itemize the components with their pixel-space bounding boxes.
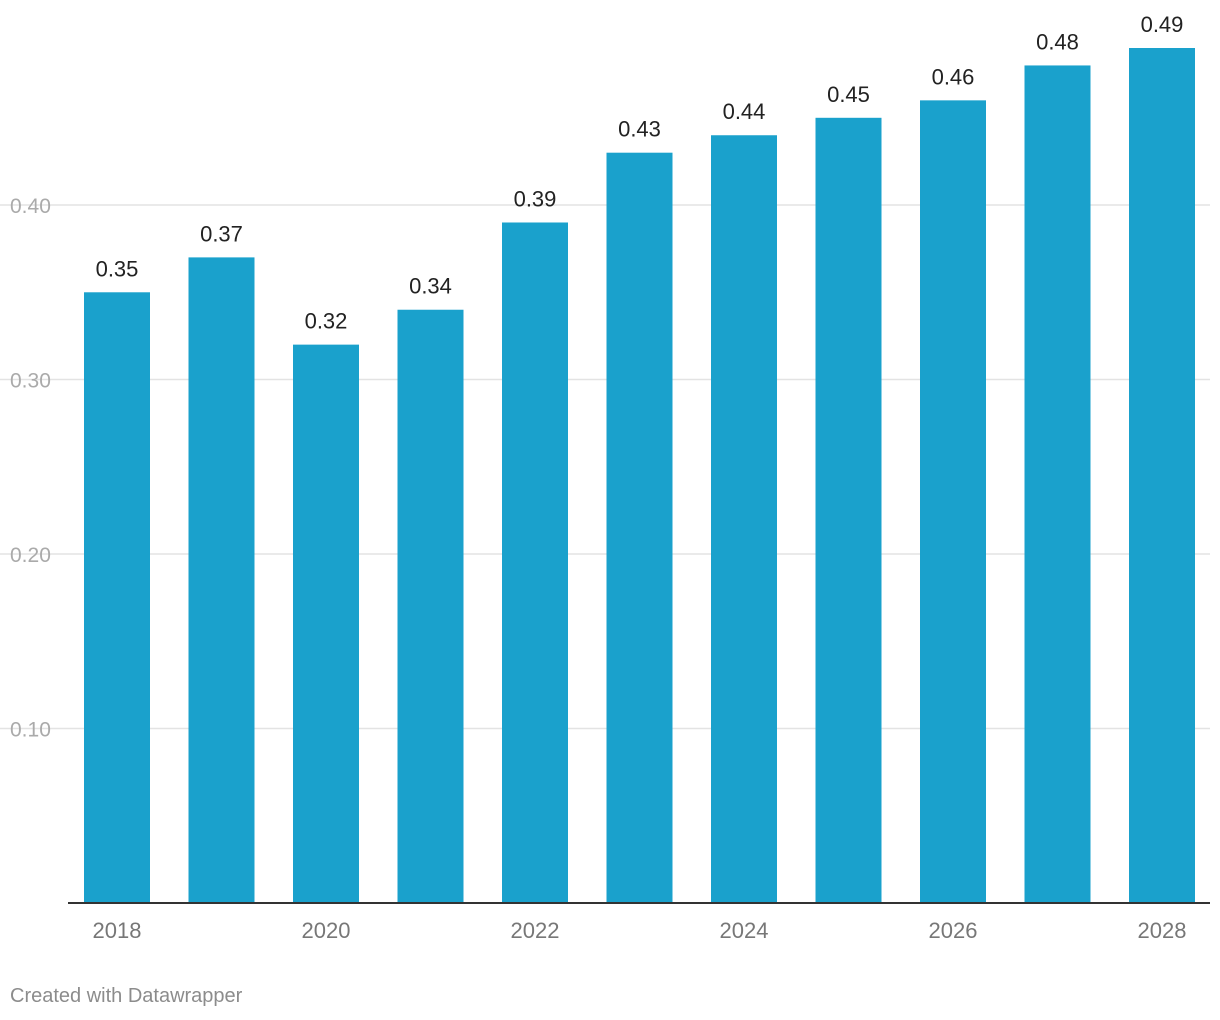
value-label: 0.37: [200, 221, 243, 246]
value-label: 0.49: [1141, 12, 1184, 37]
x-tick-label: 2020: [302, 918, 351, 943]
value-label: 0.44: [723, 99, 766, 124]
value-label: 0.45: [827, 82, 870, 107]
x-axis-tick-labels: 2018 2020 2022 2024 2026 2028: [93, 918, 1187, 943]
x-tick-label: 2018: [93, 918, 142, 943]
value-label: 0.35: [96, 256, 139, 281]
bar: [711, 135, 777, 904]
bar: [1024, 65, 1091, 904]
y-tick-label: 0.20: [10, 544, 51, 567]
x-tick-label: 2024: [720, 918, 769, 943]
bar: [1129, 48, 1195, 903]
credit-text: Created with Datawrapper: [10, 985, 243, 1007]
bar: [502, 222, 568, 903]
bar: [606, 152, 673, 904]
bar: [815, 117, 882, 904]
x-tick-label: 2022: [511, 918, 560, 943]
bars: [84, 48, 1195, 904]
value-label: 0.43: [618, 117, 661, 142]
y-tick-label: 0.10: [10, 719, 51, 742]
value-labels: 0.35 0.37 0.32 0.34 0.39 0.43 0.44 0.45 0.46 0.48…: [96, 12, 1184, 334]
x-tick-label: 2028: [1138, 918, 1187, 943]
value-label: 0.46: [932, 64, 975, 89]
y-tick-label: 0.30: [10, 370, 51, 393]
bar: [397, 309, 464, 903]
x-tick-label: 2026: [929, 918, 978, 943]
bar: [293, 344, 359, 903]
value-label: 0.32: [305, 309, 348, 334]
value-label: 0.48: [1036, 29, 1079, 54]
value-label: 0.39: [514, 186, 557, 211]
value-label: 0.34: [409, 274, 452, 299]
bar: [84, 292, 150, 903]
y-axis-tick-labels: 0.10 0.20 0.30 0.40: [10, 195, 51, 741]
bar: [920, 100, 986, 904]
bar: [188, 257, 255, 903]
y-tick-label: 0.40: [10, 195, 51, 218]
